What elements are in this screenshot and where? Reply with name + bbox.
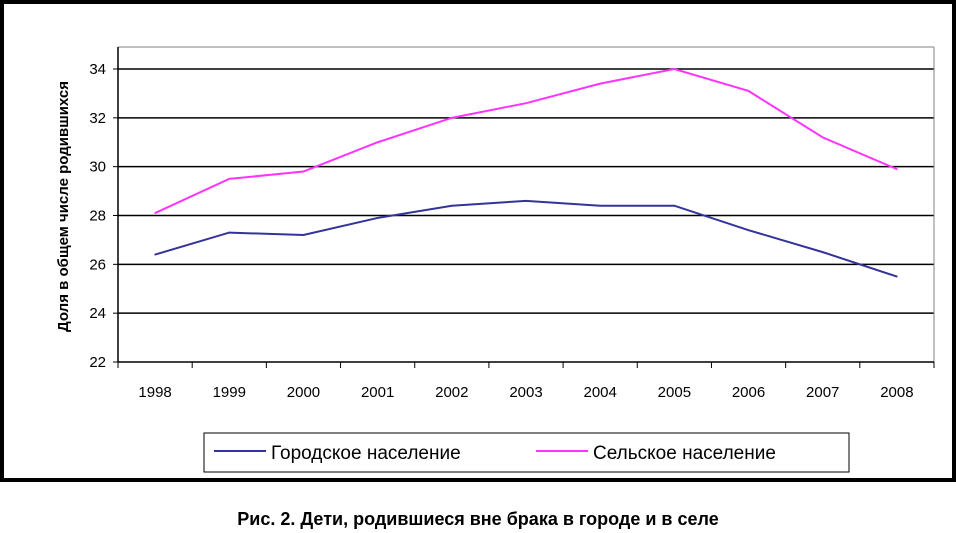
series-1-point-2003 (525, 102, 527, 104)
series-0-point-2007 (821, 251, 824, 253)
y-tick-label-34: 34 (89, 61, 106, 78)
series-line-0 (154, 199, 898, 278)
legend-label-urban: Городское население (271, 443, 461, 464)
x-tick-label-1999: 1999 (213, 384, 246, 401)
series-1-point-2008 (896, 168, 898, 170)
series-1-point-2007 (821, 136, 824, 139)
series-line-1 (154, 67, 898, 214)
y-tick-labels: 22 24 26 28 30 32 34 (89, 61, 106, 371)
x-tick-label-2000: 2000 (287, 384, 320, 401)
x-tick-label-2001: 2001 (361, 384, 394, 401)
line-chart: 22 24 26 28 30 32 34 1998 1999 2000 2001 2002 2003 2… (55, 46, 935, 473)
series-0-point-2008 (896, 275, 898, 278)
y-tick-label-28: 28 (89, 208, 106, 225)
series-1-point-1999 (228, 178, 231, 180)
x-tick-label-2008: 2008 (880, 384, 913, 401)
series-0-point-2002 (451, 204, 453, 207)
axes (113, 46, 935, 368)
x-tick-label-2007: 2007 (806, 384, 839, 401)
series-1-point-2000 (302, 170, 305, 173)
x-tick-label-2003: 2003 (509, 384, 542, 401)
series-1-point-2004 (599, 82, 601, 85)
x-tick-labels: 1998 1999 2000 2001 2002 2003 2004 2005 2006 2007… (138, 384, 913, 401)
figure-caption: Рис. 2. Дети, родившиеся вне брака в гор… (237, 509, 719, 529)
y-tick-label-22: 22 (89, 354, 106, 371)
series-0-point-1998 (154, 253, 156, 256)
legend-box (203, 432, 850, 473)
series-0-point-2005 (673, 204, 676, 207)
y-axis-label: Доля в общем числе родившихся (55, 81, 72, 332)
series-1-point-1998 (154, 212, 156, 214)
series-0-point-2001 (376, 217, 379, 219)
series-1-point-2001 (376, 141, 379, 144)
chart-frame: 22 24 26 28 30 32 34 1998 1999 2000 2001 2002 2003 2… (0, 0, 956, 482)
x-tick-label-2005: 2005 (658, 384, 691, 401)
series-0-point-2004 (599, 204, 601, 207)
series-0-point-2000 (302, 234, 305, 236)
series-1-point-2005 (673, 68, 676, 70)
legend-label-rural: Сельское население (593, 443, 776, 464)
y-tick-label-24: 24 (89, 305, 106, 322)
x-tick-label-2006: 2006 (732, 384, 765, 401)
x-tick-label-2002: 2002 (435, 384, 468, 401)
series-0-point-1999 (228, 231, 231, 234)
x-tick-label-1998: 1998 (138, 384, 171, 401)
x-tick-label-2004: 2004 (583, 384, 616, 401)
y-tick-label-26: 26 (89, 256, 106, 273)
gridlines (118, 68, 934, 314)
y-tick-label-30: 30 (89, 159, 106, 176)
legend: Городское население Сельское население (203, 432, 850, 473)
series-lines (154, 67, 898, 278)
series-1-point-2006 (747, 90, 750, 92)
y-tick-label-32: 32 (89, 110, 106, 127)
series-0-point-2006 (747, 229, 750, 231)
series-1-point-2002 (451, 117, 453, 119)
series-0-point-2003 (525, 200, 527, 202)
